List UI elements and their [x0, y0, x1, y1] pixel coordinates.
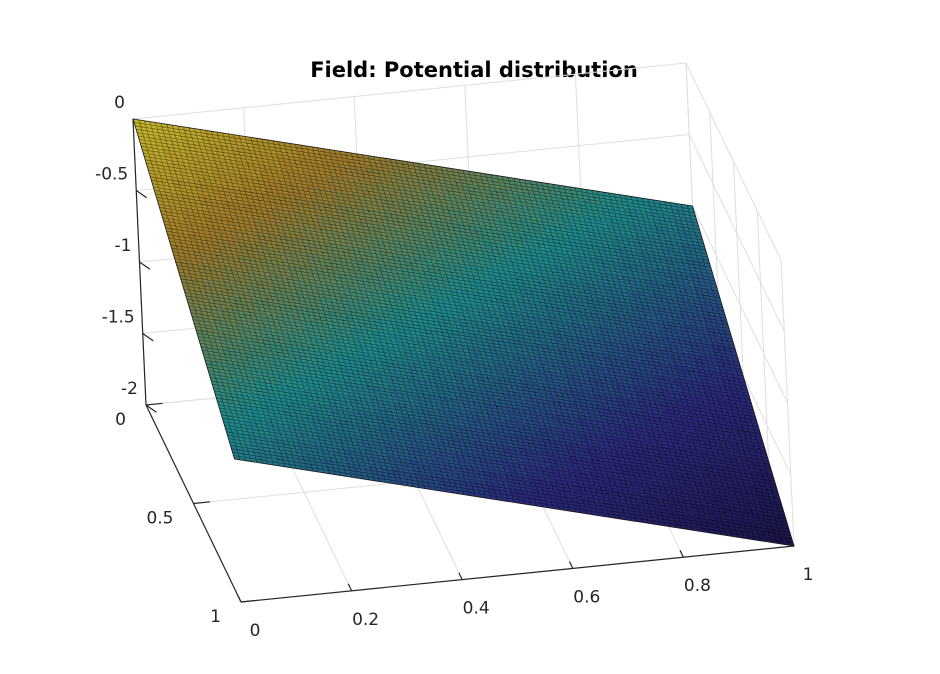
grid-line [692, 205, 788, 404]
y-tick-mark [240, 599, 258, 603]
x-tick-label: 0.8 [684, 576, 711, 596]
z-tick-label: -1.5 [102, 308, 135, 328]
z-tick-label: 0 [114, 93, 125, 113]
z-tick-mark [142, 333, 154, 342]
grid-line [685, 62, 782, 261]
x-axis [240, 545, 795, 603]
z-tick-mark [139, 261, 151, 270]
grid-line [688, 134, 785, 332]
x-tick-label: 0.4 [463, 599, 490, 619]
z-tick-mark [135, 190, 148, 199]
chart-title: Field: Potential distribution [310, 58, 638, 82]
z-tick-label: -0.5 [95, 165, 128, 185]
y-tick-mark [193, 501, 211, 505]
z-tick-label: -2 [121, 379, 138, 399]
surface-edge [132, 118, 795, 547]
y-tick-label: 0.5 [146, 509, 173, 529]
x-tick-mark [347, 583, 353, 592]
surface-plot [132, 118, 795, 547]
z-tick-mark [145, 404, 157, 413]
x-tick-mark [679, 550, 684, 558]
x-tick-mark [458, 572, 463, 580]
z-tick-label: -1 [115, 236, 132, 256]
x-tick-label: 0.2 [352, 610, 379, 630]
x-tick-label: 0.6 [573, 587, 600, 607]
x-tick-label: 0 [250, 621, 261, 641]
x-tick-label: 1 [803, 565, 814, 585]
y-tick-label: 0 [115, 410, 126, 430]
x-tick-mark [237, 594, 242, 603]
grid-line [132, 62, 687, 120]
y-tick-label: 1 [210, 607, 221, 627]
y-tick-mark [145, 402, 163, 406]
x-tick-mark [568, 561, 574, 569]
tick-labels: 0 0.2 0.4 0.6 0.8 1 0 0.5 1 0 -0.5 -1 -1.5 -2 [95, 93, 813, 641]
